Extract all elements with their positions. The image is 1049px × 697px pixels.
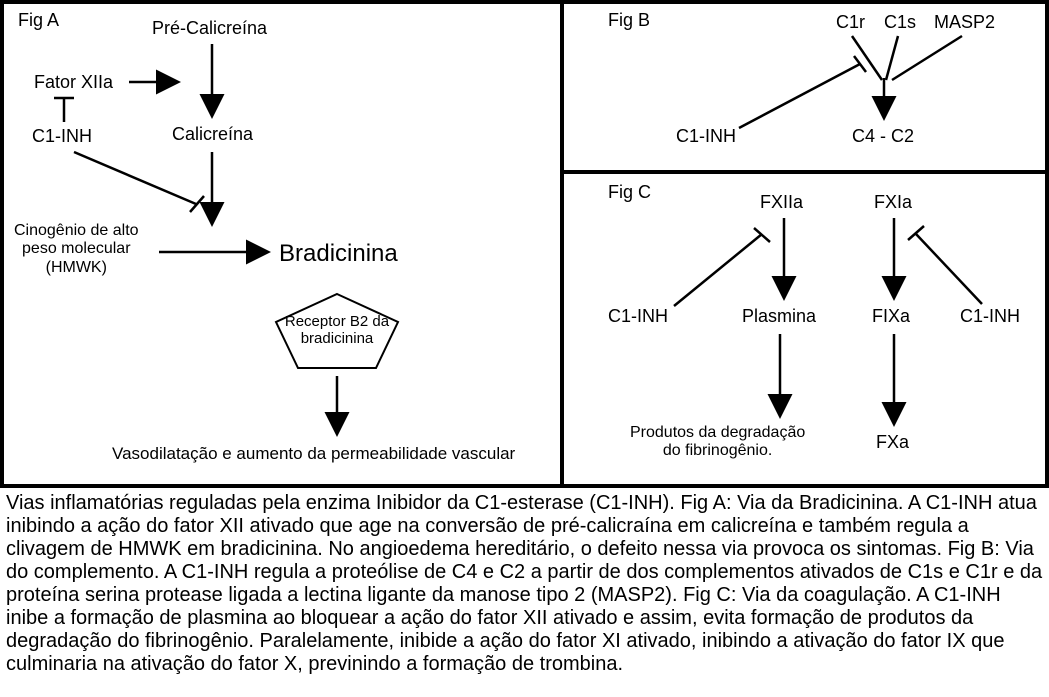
produtos-l1: Produtos da degradação	[630, 424, 805, 441]
receptor-pentagon: Receptor B2 da bradicinina	[272, 292, 402, 372]
fig-b-label: Fig B	[608, 10, 650, 31]
receptor-label: Receptor B2 da bradicinina	[272, 314, 402, 347]
node-c1s: C1s	[884, 12, 916, 33]
node-plasmina: Plasmina	[742, 306, 816, 327]
hmwk-l3: (HMWK)	[46, 259, 107, 276]
node-outcome: Vasodilatação e aumento da permeabilidad…	[112, 444, 515, 464]
node-hmwk: Cinogênio de alto peso molecular (HMWK)	[14, 222, 139, 277]
fig-a-label: Fig A	[18, 10, 59, 31]
receptor-l1: Receptor B2 da	[285, 313, 389, 330]
node-fxia: FXIa	[874, 192, 912, 213]
figure-container: Fig A Pré-Calicreína Fator XIIa C1-INH C…	[0, 0, 1049, 488]
node-calicreina: Calicreína	[172, 124, 253, 145]
node-fator-xiia: Fator XIIa	[34, 72, 113, 93]
node-fxiia: FXIIa	[760, 192, 803, 213]
fig-c-label: Fig C	[608, 182, 651, 203]
node-fxa: FXa	[876, 432, 909, 453]
caption-text: Vias inflamatórias reguladas pela enzima…	[0, 488, 1049, 676]
produtos-l2: do fibrinogênio.	[663, 442, 772, 459]
hmwk-l2: peso molecular	[22, 240, 131, 257]
node-masp2: MASP2	[934, 12, 995, 33]
node-precalicreina: Pré-Calicreína	[152, 18, 267, 39]
right-column: Fig B C1r C1s MASP2 C1-INH C4 - C2	[564, 4, 1045, 484]
node-c4c2: C4 - C2	[852, 126, 914, 147]
node-c1r: C1r	[836, 12, 865, 33]
node-produtos: Produtos da degradação do fibrinogênio.	[630, 424, 805, 461]
panel-fig-a: Fig A Pré-Calicreína Fator XIIa C1-INH C…	[4, 4, 564, 484]
node-fixa: FIXa	[872, 306, 910, 327]
node-c1inh-right: C1-INH	[960, 306, 1020, 327]
node-c1inh-b: C1-INH	[676, 126, 736, 147]
hmwk-l1: Cinogênio de alto	[14, 222, 139, 239]
node-c1inh-left: C1-INH	[608, 306, 668, 327]
panel-fig-c: Fig C FXIIa FXIa C1-INH Plasmina FIXa C1…	[564, 174, 1045, 484]
node-c1-inh: C1-INH	[32, 126, 92, 147]
node-bradicinina: Bradicinina	[279, 240, 398, 268]
receptor-l2: bradicinina	[301, 330, 374, 347]
panel-fig-b: Fig B C1r C1s MASP2 C1-INH C4 - C2	[564, 4, 1045, 174]
